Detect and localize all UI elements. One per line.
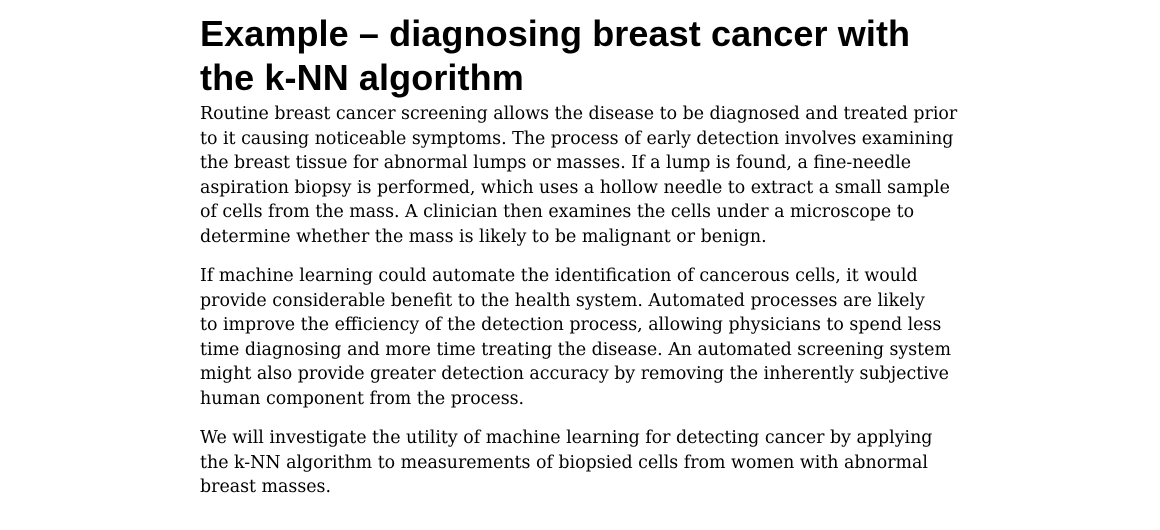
- text-line: breast masses.: [200, 477, 331, 497]
- paragraph-investigation: We will investigate the utility of machi…: [200, 426, 970, 500]
- heading-line: the k-NN algorithm: [200, 57, 524, 98]
- heading-line: Example – diagnosing breast cancer with: [200, 13, 911, 54]
- text-line: determine whether the mass is likely to …: [200, 226, 767, 247]
- text-line: time diagnosing and more time treating t…: [200, 339, 951, 360]
- text-line: to improve the efficiency of the detecti…: [200, 315, 942, 335]
- text-line: If machine learning could automate the i…: [200, 266, 918, 286]
- paragraph-automation: If machine learning could automate the i…: [200, 264, 970, 411]
- text-line: the breast tissue for abnormal lumps or …: [200, 153, 912, 173]
- section-content: Example – diagnosing breast cancer with …: [200, 12, 970, 500]
- text-line: to it causing noticeable symptoms. The p…: [200, 128, 954, 149]
- text-line: of cells from the mass. A clinician then…: [200, 202, 915, 222]
- text-line: We will investigate the utility of machi…: [200, 428, 933, 448]
- text-line: Routine breast cancer screening allows t…: [200, 104, 958, 124]
- text-line: the k-NN algorithm to measurements of bi…: [200, 452, 928, 473]
- section-heading: Example – diagnosing breast cancer with …: [200, 12, 970, 100]
- text-line: human component from the process.: [200, 388, 525, 409]
- paragraph-screening: Routine breast cancer screening allows t…: [200, 102, 970, 249]
- text-line: aspiration biopsy is performed, which us…: [200, 177, 950, 198]
- text-line: provide considerable benefit to the heal…: [200, 290, 925, 311]
- text-line: might also provide greater detection acc…: [200, 364, 949, 384]
